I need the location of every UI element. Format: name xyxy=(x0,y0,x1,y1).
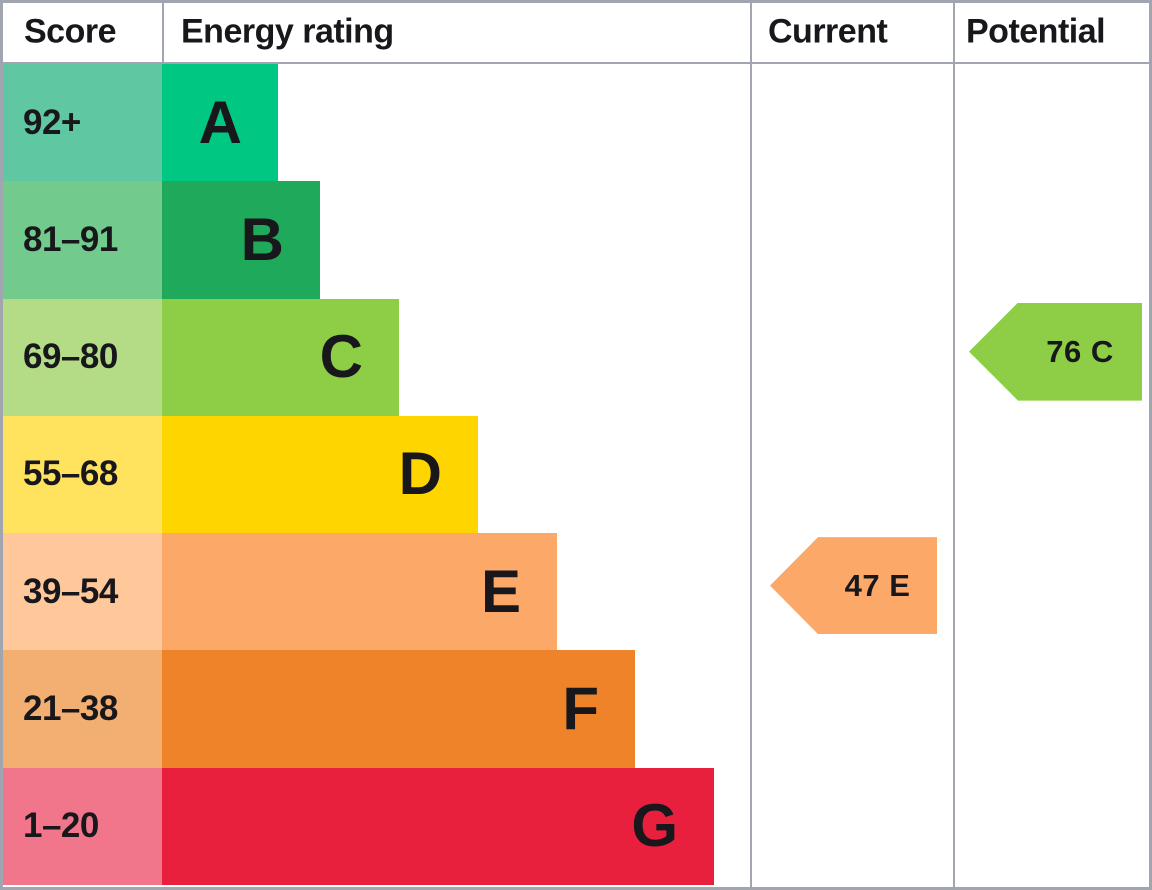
score-column-header: Score xyxy=(24,12,117,51)
rating-bar-b: B xyxy=(162,181,320,299)
rating-bar-f: F xyxy=(162,650,635,768)
rating-bar-a: A xyxy=(162,64,278,182)
band-row-f: 21–38 F xyxy=(3,650,1149,768)
band-row-e: 39–54 E xyxy=(3,533,1149,651)
current-column-divider xyxy=(750,3,752,887)
score-range-d: 55–68 xyxy=(3,415,162,534)
rating-bar-e: E xyxy=(162,533,557,651)
score-range-e: 39–54 xyxy=(3,533,162,651)
score-column-divider xyxy=(162,3,164,62)
band-row-d: 55–68 D xyxy=(3,415,1149,534)
rating-bar-g: G xyxy=(162,767,714,885)
potential-column-divider xyxy=(953,3,955,887)
band-row-b: 81–91 B xyxy=(3,181,1149,299)
band-row-c: 69–80 C xyxy=(3,298,1149,416)
rating-bar-d: D xyxy=(162,415,478,534)
potential-rating-label: 76 C xyxy=(1046,333,1114,369)
score-range-f: 21–38 xyxy=(3,650,162,768)
current-rating-label: 47 E xyxy=(844,567,911,603)
rating-bar-c: C xyxy=(162,298,399,416)
score-range-c: 69–80 xyxy=(3,298,162,416)
band-row-a: 92+ A xyxy=(3,64,1149,182)
energy-rating-column-header: Energy rating xyxy=(181,12,394,51)
score-range-a: 92+ xyxy=(3,64,162,182)
score-range-g: 1–20 xyxy=(3,767,162,885)
current-column-header: Current xyxy=(768,12,888,51)
score-range-b: 81–91 xyxy=(3,181,162,299)
chart-header-row: Score Energy rating Current Potential xyxy=(3,3,1149,64)
potential-column-header: Potential xyxy=(966,12,1106,51)
band-rows: 92+ A 81–91 B 69–80 C 55–68 D 39–54 E 21… xyxy=(3,64,1149,885)
band-row-g: 1–20 G xyxy=(3,767,1149,885)
